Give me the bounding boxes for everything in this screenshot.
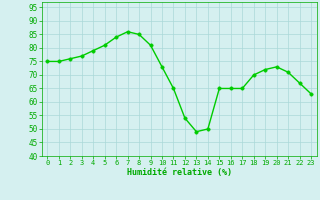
X-axis label: Humidité relative (%): Humidité relative (%) bbox=[127, 168, 232, 177]
